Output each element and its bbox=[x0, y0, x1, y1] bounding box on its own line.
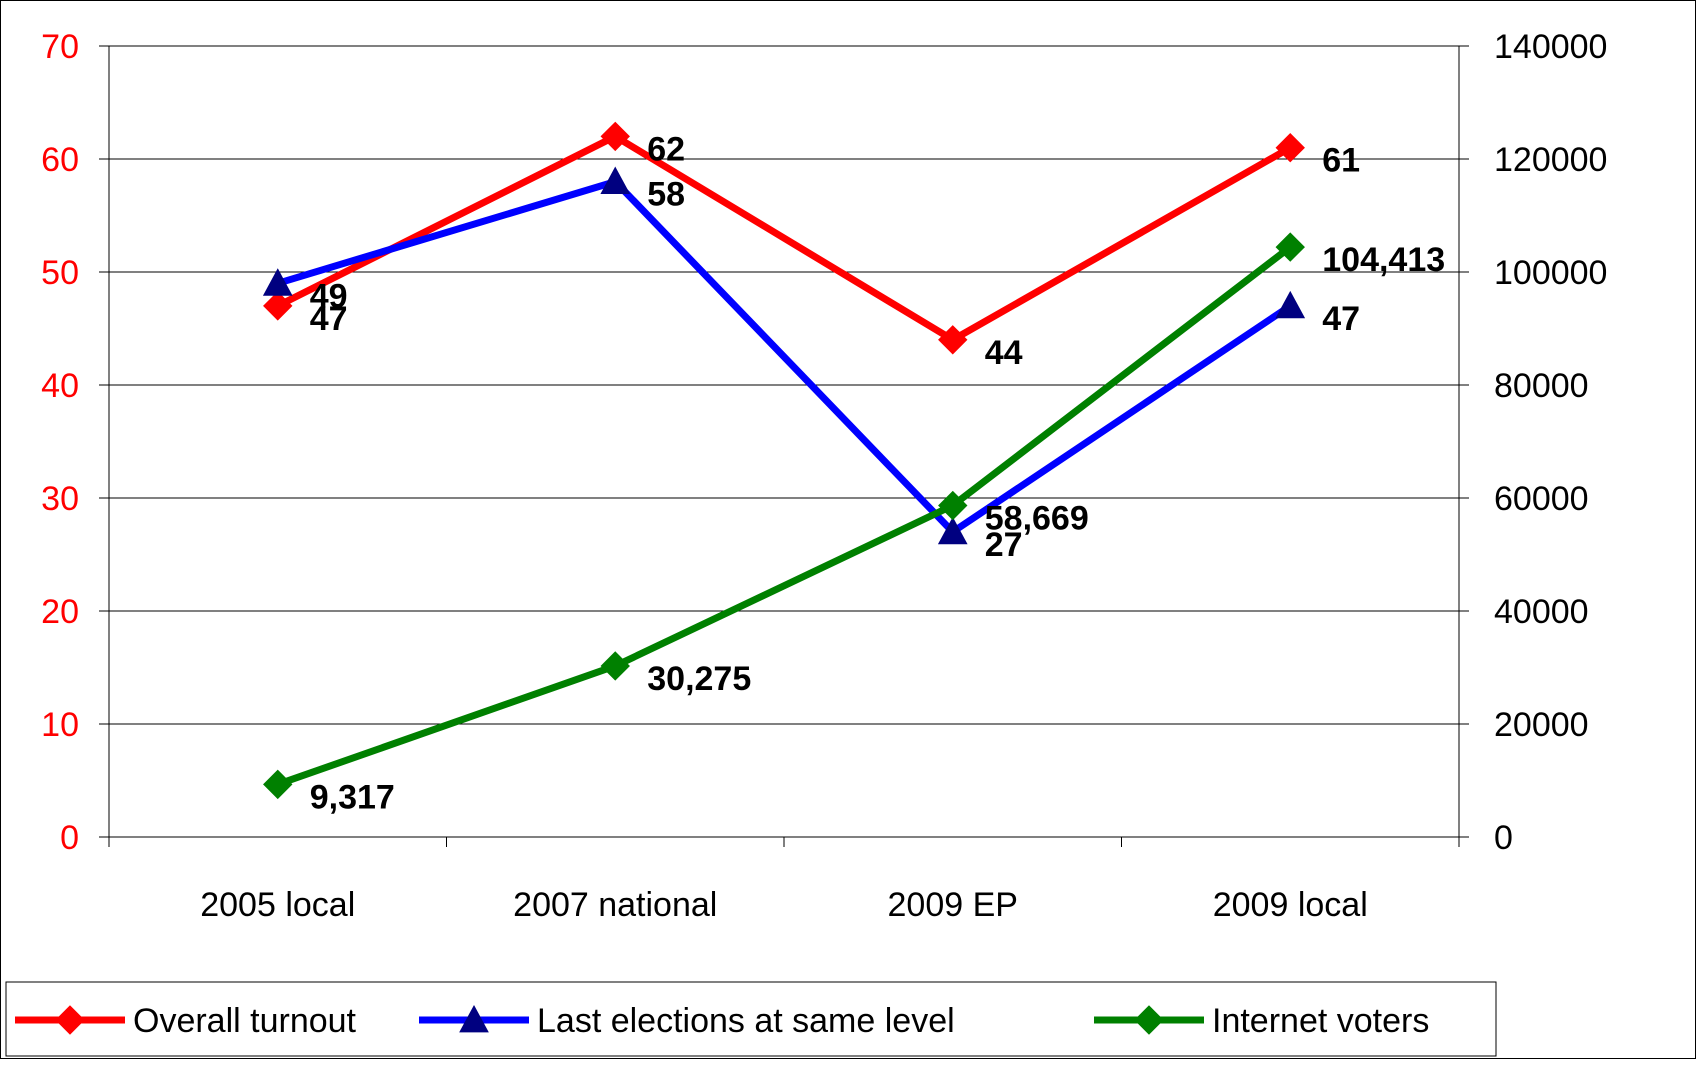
data-label: 49 bbox=[310, 277, 348, 315]
series-lines bbox=[276, 132, 1293, 788]
data-point bbox=[938, 490, 968, 521]
data-labels: 47 62 44 61 49 58 27 47 9,317 30,275 58,669 104,413 bbox=[310, 130, 1445, 816]
right-tick-label: 140000 bbox=[1494, 28, 1607, 66]
x-tick-label: 2007 national bbox=[513, 886, 717, 924]
left-tick-label: 60 bbox=[41, 141, 79, 179]
right-tick-label: 60000 bbox=[1494, 480, 1589, 518]
data-label: 27 bbox=[985, 526, 1023, 564]
right-tick-label: 80000 bbox=[1494, 367, 1589, 405]
left-tick-label: 10 bbox=[41, 706, 79, 744]
data-point bbox=[263, 769, 293, 800]
right-tick-label: 120000 bbox=[1494, 141, 1607, 179]
left-tick-label: 70 bbox=[41, 28, 79, 66]
right-tick-label: 0 bbox=[1494, 819, 1513, 857]
data-label: 44 bbox=[985, 334, 1023, 372]
data-point bbox=[600, 121, 630, 152]
x-tick-label: 2009 EP bbox=[888, 886, 1018, 924]
data-label: 104,413 bbox=[1322, 241, 1445, 279]
legend-marker bbox=[1134, 1005, 1164, 1035]
right-tick-label: 100000 bbox=[1494, 254, 1607, 292]
series-line-1 bbox=[276, 178, 1293, 536]
data-label: 62 bbox=[647, 130, 685, 168]
legend-marker bbox=[55, 1005, 85, 1035]
data-label: 58 bbox=[647, 176, 685, 214]
data-point bbox=[1275, 290, 1306, 319]
data-label: 9,317 bbox=[310, 778, 395, 816]
data-label: 58,669 bbox=[985, 500, 1089, 538]
legend-marker bbox=[459, 1004, 489, 1033]
data-point bbox=[937, 516, 968, 545]
right-tick-label: 40000 bbox=[1494, 593, 1589, 631]
data-label: 30,275 bbox=[647, 660, 751, 698]
data-point bbox=[600, 166, 631, 194]
right-tick-label: 20000 bbox=[1494, 706, 1589, 744]
data-point bbox=[1275, 132, 1305, 163]
data-point bbox=[1275, 232, 1305, 262]
x-tick-label: 2009 local bbox=[1213, 886, 1368, 924]
data-label: 47 bbox=[310, 300, 348, 338]
series-line-0 bbox=[276, 132, 1292, 344]
legend-label: Internet voters bbox=[1212, 1002, 1429, 1040]
axes: 0 10 20 30 40 50 60 70 0 20000 40000 60000 80000 1000… bbox=[41, 28, 1607, 924]
x-tick-label: 2005 local bbox=[200, 886, 355, 924]
data-label: 61 bbox=[1322, 142, 1360, 180]
legend-label: Last elections at same level bbox=[537, 1002, 955, 1040]
data-point bbox=[262, 268, 293, 296]
gridlines bbox=[109, 45, 1459, 725]
left-tick-label: 40 bbox=[41, 367, 79, 405]
left-tick-label: 20 bbox=[41, 593, 79, 631]
data-point bbox=[600, 651, 630, 681]
left-tick-label: 30 bbox=[41, 480, 79, 518]
data-point bbox=[263, 291, 293, 321]
series-line-2 bbox=[276, 244, 1293, 788]
legend-label: Overall turnout bbox=[133, 1002, 357, 1040]
data-point bbox=[938, 325, 968, 355]
left-tick-label: 50 bbox=[41, 254, 79, 292]
series-markers bbox=[262, 121, 1306, 800]
legend-box bbox=[5, 981, 1497, 1057]
data-label: 47 bbox=[1322, 300, 1360, 338]
legend: Overall turnout Last elections at same le… bbox=[5, 981, 1497, 1057]
left-tick-label: 0 bbox=[60, 819, 79, 857]
